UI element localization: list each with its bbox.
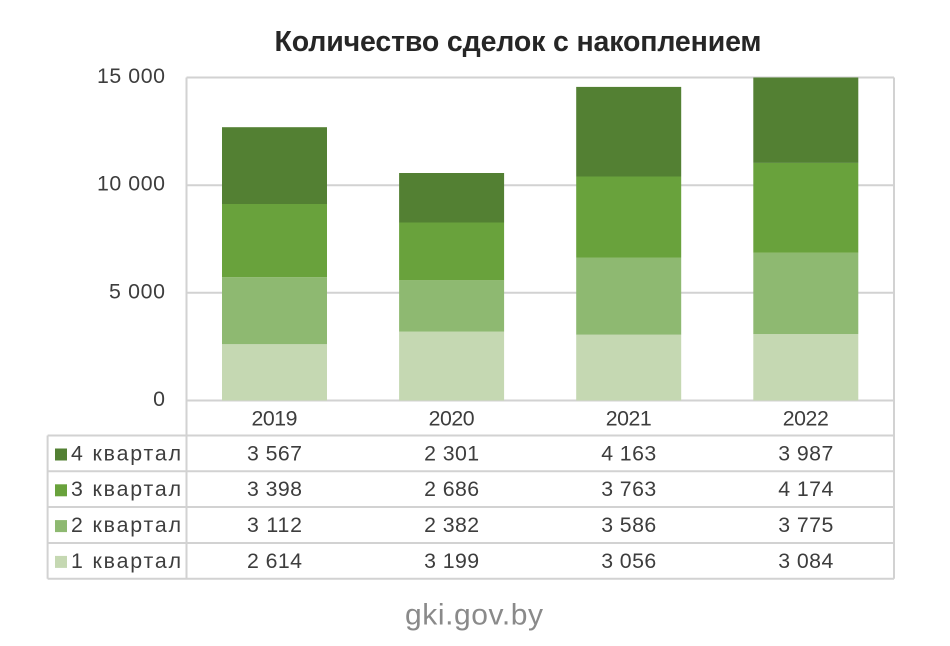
svg-text:2021: 2021: [606, 407, 652, 431]
svg-text:3 199: 3 199: [424, 549, 479, 573]
svg-text:4 квартал: 4 квартал: [71, 441, 181, 465]
svg-text:3 112: 3 112: [247, 513, 302, 537]
svg-text:2 614: 2 614: [247, 549, 302, 573]
svg-text:10 000: 10 000: [97, 172, 165, 196]
svg-text:15 000: 15 000: [97, 64, 165, 88]
svg-text:2 квартал: 2 квартал: [71, 513, 181, 537]
svg-text:Количество сделок с накопление: Количество сделок с накоплением: [275, 26, 762, 58]
svg-text:3 763: 3 763: [601, 477, 656, 501]
svg-text:2 382: 2 382: [424, 513, 479, 537]
svg-text:3 567: 3 567: [247, 441, 302, 465]
svg-text:2 686: 2 686: [424, 477, 479, 501]
svg-text:2022: 2022: [783, 407, 829, 431]
svg-text:3 398: 3 398: [247, 477, 302, 501]
svg-text:3 056: 3 056: [601, 549, 656, 573]
svg-text:3 775: 3 775: [778, 513, 833, 537]
svg-text:2020: 2020: [429, 407, 475, 431]
svg-text:2 301: 2 301: [424, 441, 479, 465]
svg-text:4 163: 4 163: [601, 441, 656, 465]
svg-text:3 586: 3 586: [601, 513, 656, 537]
svg-text:2019: 2019: [252, 407, 298, 431]
svg-text:3 квартал: 3 квартал: [71, 477, 181, 501]
svg-text:0: 0: [153, 387, 165, 411]
svg-text:3 084: 3 084: [778, 549, 833, 573]
svg-text:3 987: 3 987: [778, 441, 833, 465]
svg-text:5 000: 5 000: [109, 279, 165, 303]
svg-text:gki.gov.by: gki.gov.by: [405, 599, 543, 632]
svg-text:4 174: 4 174: [778, 477, 833, 501]
svg-text:1 квартал: 1 квартал: [71, 549, 181, 573]
